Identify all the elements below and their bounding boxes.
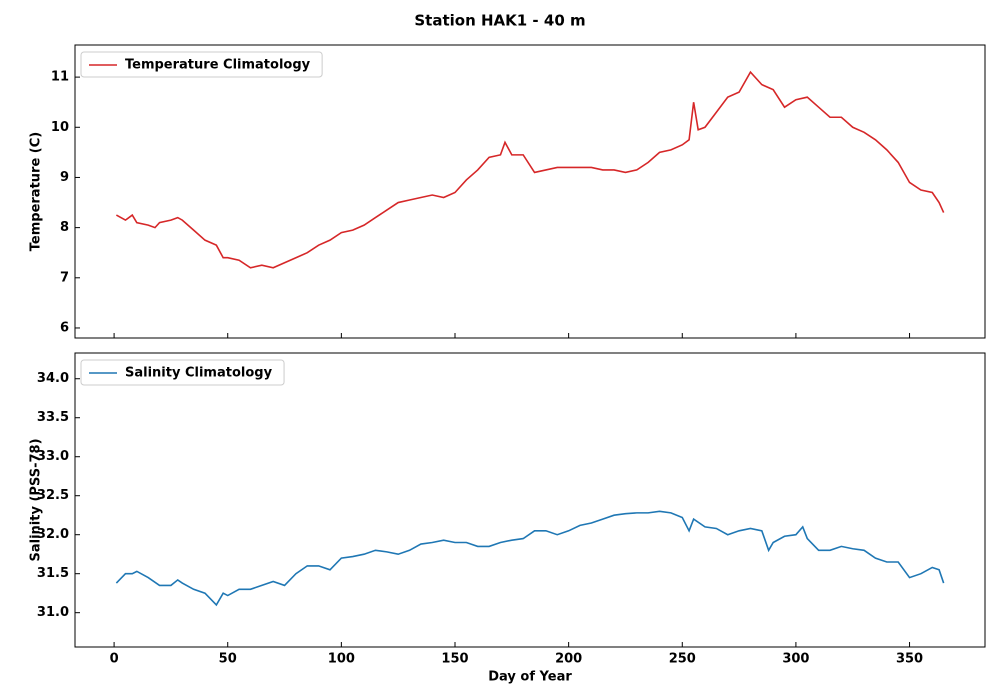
legend-box xyxy=(80,359,285,386)
y-tick-label: 7 xyxy=(60,270,69,285)
legend-label: Salinity Climatology xyxy=(125,366,273,381)
y-tick-label: 31.5 xyxy=(37,566,69,581)
y-tick-label: 11 xyxy=(51,70,69,85)
y-tick-label: 8 xyxy=(60,220,69,235)
data-line xyxy=(115,510,945,607)
data-line xyxy=(115,70,945,269)
y-tick-label: 9 xyxy=(60,170,69,185)
x-tick-label: 300 xyxy=(782,652,809,667)
y-tick-label: 31.0 xyxy=(37,605,69,620)
plot-frame xyxy=(74,352,986,648)
x-tick-label: 50 xyxy=(219,652,237,667)
legend-label: Temperature Climatology xyxy=(125,58,311,73)
y-axis-label: Temperature (C) xyxy=(29,132,44,251)
y-tick-label: 32.0 xyxy=(37,527,69,542)
x-tick-label: 350 xyxy=(896,652,923,667)
legend-box xyxy=(80,51,323,78)
y-tick-label: 33.0 xyxy=(37,449,69,464)
figure-title: Station HAK1 - 40 m xyxy=(414,12,585,30)
y-tick-label: 6 xyxy=(60,320,69,335)
y-axis-label: Salinity (PSS-78) xyxy=(29,438,44,561)
x-tick-label: 100 xyxy=(328,652,355,667)
y-tick-label: 32.5 xyxy=(37,488,69,503)
y-tick-label: 33.5 xyxy=(37,410,69,425)
x-tick-label: 250 xyxy=(669,652,696,667)
y-tick-label: 34.0 xyxy=(37,371,69,386)
plot-frame xyxy=(74,44,986,339)
y-tick-label: 10 xyxy=(51,120,69,135)
x-tick-label: 0 xyxy=(110,652,119,667)
x-axis-label: Day of Year xyxy=(488,670,572,685)
x-tick-label: 200 xyxy=(555,652,582,667)
x-tick-label: 150 xyxy=(441,652,468,667)
